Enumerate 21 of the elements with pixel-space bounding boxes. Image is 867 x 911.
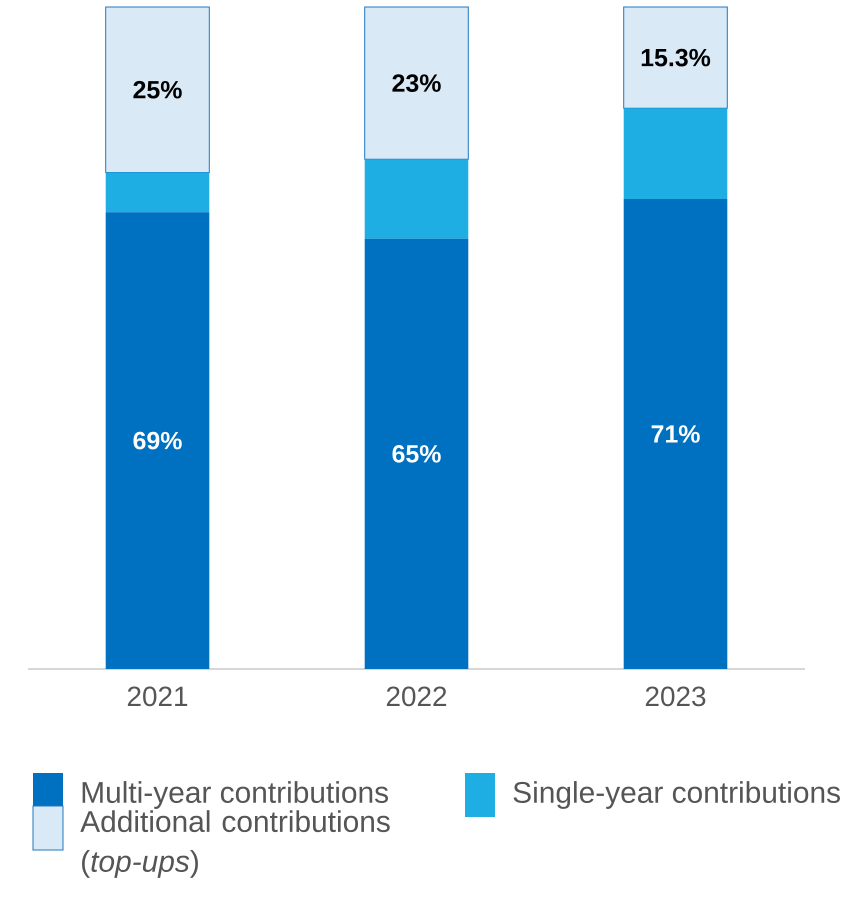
- data-label: 71%: [652, 425, 700, 443]
- data-label: 25%: [133, 80, 182, 99]
- x-tick-label: 2022: [386, 686, 446, 706]
- bar: [364, 6, 469, 160]
- x-tick-label: 2023: [646, 686, 706, 706]
- bar: [624, 198, 728, 669]
- legend-label: Additional contributions (top-ups): [80, 810, 390, 878]
- bar: [105, 6, 210, 173]
- bar: [106, 212, 210, 669]
- bar: [364, 159, 468, 239]
- legend-label: Multi-year contributions: [82, 781, 388, 809]
- data-label: 23%: [392, 74, 441, 92]
- data-label: 65%: [392, 445, 441, 463]
- data-label: 15.3%: [642, 48, 710, 66]
- bar: [623, 6, 728, 109]
- data-label: 69%: [133, 432, 182, 450]
- x-tick-label: 2021: [128, 686, 188, 706]
- bar: [624, 108, 728, 199]
- legend-label: Single-year contributions: [514, 781, 840, 809]
- bar: [364, 238, 468, 669]
- bar: [106, 172, 210, 212]
